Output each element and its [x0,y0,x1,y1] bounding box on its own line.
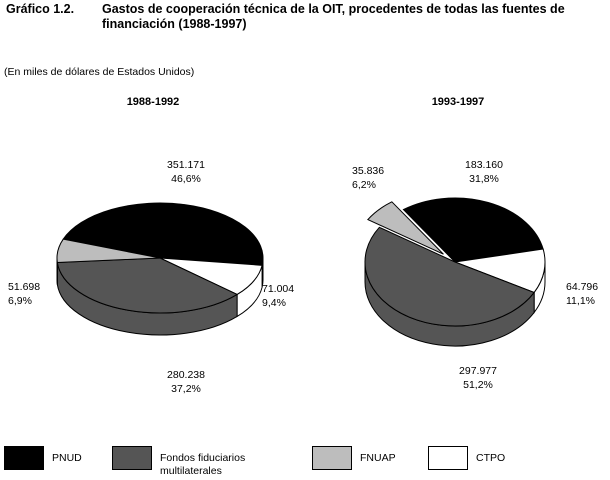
legend-item-fondos: Fondos fiduciarios multilaterales [112,446,280,478]
pie-slice-fnuap [56,238,161,264]
slice-percent-label: 6,2% [352,179,376,191]
slice-percent-label: 6,9% [8,295,32,307]
slice-percent-label: 51,2% [463,379,493,391]
legend-item-pnud: PNUD [4,446,82,470]
slice-percent-label: 9,4% [262,297,286,309]
legend-label-ctpo: CTPO [476,452,506,464]
pie-title: 1988-1992 [127,96,180,108]
slice-value-label: 351.171 [167,159,205,171]
pie-charts: 1988-1992 351.171 46,6% 71.004 9,4% 280.238 37… [8,96,598,395]
legend-swatch-fondos [112,446,152,470]
legend-swatch-ctpo [428,446,468,470]
slice-percent-label: 37,2% [171,383,201,395]
figure-title: Gastos de cooperación técnica de la OIT,… [102,2,565,31]
pie-slice-fondos [364,226,535,327]
legend-label-pnud: PNUD [52,452,82,464]
pie-title: 1993-1997 [432,96,485,108]
slice-value-label: 183.160 [465,159,503,171]
slice-percent-label: 46,6% [171,173,201,185]
slice-value-label: 35.836 [352,165,384,177]
figure-number: Gráfico 1.2. [6,2,75,16]
slice-percent-label: 31,8% [469,173,499,185]
slice-value-label: 64.796 [566,281,598,293]
pie-slice-pnud [402,197,544,263]
slice-percent-label: 11,1% [566,295,595,307]
legend-label-fnuap: FNUAP [360,452,396,464]
unit-note: (En miles de dólares de Estados Unidos) [4,66,195,78]
slice-value-label: 297.977 [459,365,497,377]
legend-label-fondos: Fondos fiduciarios multilaterales [160,452,246,477]
slice-value-label: 280.238 [167,369,205,381]
legend-swatch-pnud [4,446,44,470]
pie-chart-1988-1992: 1988-1992 351.171 46,6% 71.004 9,4% 280.238 37… [8,96,294,395]
pie-chart-1993-1997: 1993-1997 183.160 31,8% 64.796 11,1% 297.977 5… [352,96,598,391]
pie-slice-pnud [62,202,264,266]
pie-slice-fondos [56,257,239,314]
legend-item-ctpo: CTPO [428,446,505,470]
slice-value-label: 71.004 [262,283,294,295]
legend-swatch-fnuap [312,446,352,470]
pie-slice-fnuap [367,201,444,255]
slice-value-label: 51.698 [8,281,40,293]
legend-item-fnuap: FNUAP [312,446,396,470]
